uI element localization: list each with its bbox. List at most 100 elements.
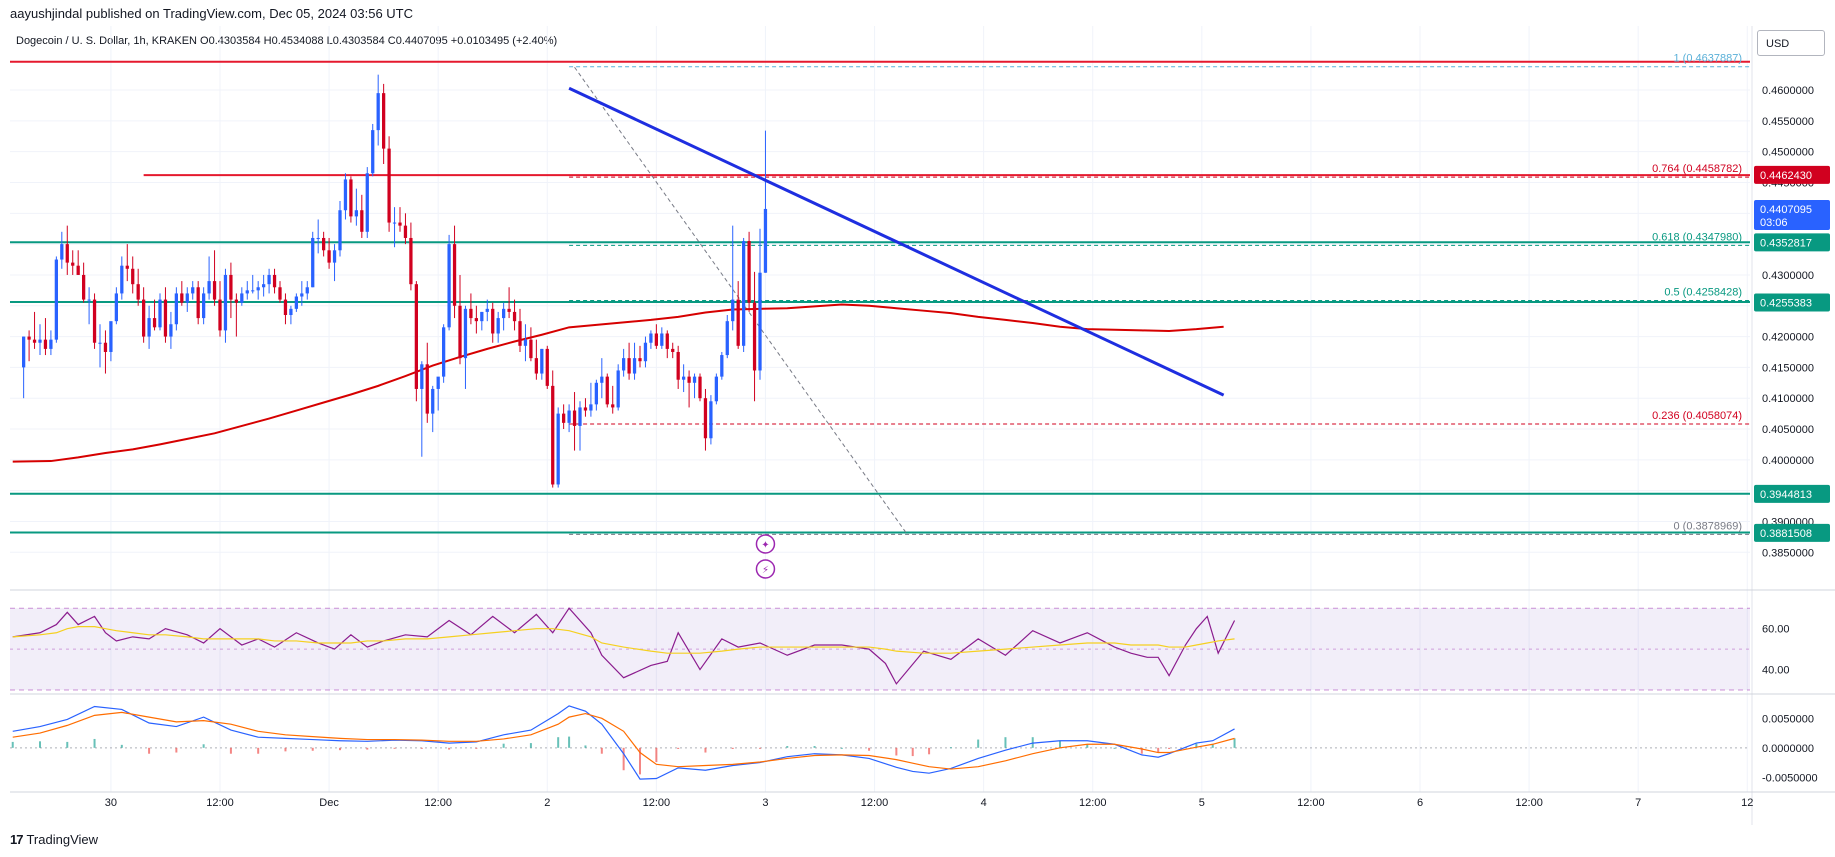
candle-body bbox=[202, 293, 206, 319]
candle-body bbox=[420, 364, 424, 389]
price-label-box bbox=[1754, 523, 1830, 542]
macd-histogram-bar bbox=[584, 745, 587, 748]
candle-body bbox=[556, 413, 560, 485]
candle-body bbox=[98, 342, 102, 344]
lightning-event-icon-ring bbox=[755, 559, 776, 579]
macd-histogram-bar bbox=[175, 747, 178, 753]
fib-level-label: 0.618 (0.4347980) bbox=[1652, 231, 1742, 243]
candle-body bbox=[300, 293, 304, 297]
candle-body bbox=[142, 299, 146, 337]
candle-body bbox=[551, 385, 555, 485]
chart-icons: ✦⚡ bbox=[755, 534, 776, 579]
x-tick-label: 6 bbox=[1417, 797, 1423, 809]
descending-trendline bbox=[568, 86, 1225, 397]
candle-body bbox=[649, 333, 653, 343]
candle-body bbox=[212, 281, 217, 300]
candle-body bbox=[436, 376, 440, 389]
macd-histogram-bar bbox=[600, 747, 603, 754]
candle-body bbox=[463, 308, 468, 359]
macd-histogram-bar bbox=[677, 747, 680, 749]
rsi-line bbox=[12, 607, 1236, 685]
candle-body bbox=[267, 274, 271, 285]
tradingview-logo[interactable]: 17 TradingView bbox=[10, 832, 98, 847]
macd-histogram-bar bbox=[502, 743, 505, 748]
macd-histogram-bar bbox=[786, 746, 789, 748]
candle-body bbox=[371, 130, 375, 174]
x-tick-label: 12:00 bbox=[1079, 797, 1107, 809]
candle-body bbox=[731, 299, 735, 322]
symbol-ohlc-legend: Dogecoin / U. S. Dollar, 1h, KRAKEN O0.4… bbox=[16, 35, 557, 47]
candle-body bbox=[403, 225, 408, 238]
macd-histogram-bar bbox=[731, 747, 734, 749]
x-tick-label: 12:00 bbox=[643, 797, 671, 809]
macd-histogram-bar bbox=[1113, 747, 1116, 749]
candle-body bbox=[545, 348, 549, 386]
macd-histogram-bar bbox=[1004, 737, 1007, 748]
macd-tick-label: -0.0050000 bbox=[1762, 772, 1818, 784]
y-tick-label: 0.4000000 bbox=[1762, 455, 1814, 467]
currency-selector[interactable]: USD bbox=[1757, 30, 1825, 56]
y-tick-label: 0.4550000 bbox=[1762, 116, 1814, 128]
macd-histogram-bar bbox=[393, 747, 396, 749]
tradingview-logo-icon: 17 bbox=[10, 832, 24, 847]
candle-body bbox=[692, 376, 697, 383]
y-tick-label: 0.4150000 bbox=[1762, 362, 1814, 374]
candle-body bbox=[207, 281, 211, 294]
candle-body bbox=[114, 293, 118, 322]
y-tick-label: 0.4500000 bbox=[1762, 147, 1814, 159]
macd-histogram-bar bbox=[339, 747, 341, 751]
candle-body bbox=[622, 358, 626, 371]
fib-level-label: 0 (0.3878969) bbox=[1674, 520, 1743, 532]
macd-histogram-bar bbox=[1168, 747, 1171, 749]
candle-body bbox=[458, 305, 462, 359]
candle-body bbox=[82, 274, 86, 300]
candle-body bbox=[611, 404, 615, 408]
candle-body bbox=[360, 210, 364, 232]
candle-body bbox=[103, 342, 108, 352]
y-tick-label: 0.4600000 bbox=[1762, 85, 1814, 97]
candle-body bbox=[365, 173, 369, 232]
ohlc-values: O0.4303584 H0.4534088 L0.4303584 C0.4407… bbox=[200, 35, 558, 47]
candle-body bbox=[120, 265, 124, 294]
candle-body bbox=[43, 339, 48, 349]
rsi-band-fill bbox=[10, 608, 1750, 690]
candle-body bbox=[92, 299, 97, 343]
macd-histogram-bar bbox=[284, 747, 287, 752]
macd-histogram-bar bbox=[420, 747, 423, 749]
moving-average-line bbox=[12, 303, 1224, 463]
macd-tick-label: 0.0050000 bbox=[1762, 713, 1814, 725]
candle-body bbox=[496, 318, 500, 334]
candle-body bbox=[76, 265, 80, 275]
macd-histogram-bar bbox=[1157, 747, 1160, 753]
candle-body bbox=[382, 93, 386, 149]
macd-histogram-bar bbox=[840, 747, 843, 749]
x-tick-label: 5 bbox=[1199, 797, 1205, 809]
x-tick-label: 12:00 bbox=[206, 797, 234, 809]
macd-histogram-bar bbox=[568, 736, 571, 748]
candle-body bbox=[191, 287, 195, 294]
candle-body bbox=[174, 293, 178, 325]
price-label-text: 0.4255383 bbox=[1760, 297, 1812, 309]
trendline bbox=[568, 86, 1225, 397]
fib-level-label: 1 (0.4637887) bbox=[1674, 53, 1743, 65]
candle-body bbox=[262, 284, 266, 288]
rsi-tick-label: 40.00 bbox=[1762, 665, 1790, 677]
macd-histogram-bar bbox=[1140, 747, 1143, 754]
price-label-text: 0.4462430 bbox=[1760, 170, 1812, 182]
candle-body bbox=[169, 324, 173, 337]
rsi-pane bbox=[12, 607, 1236, 685]
candle-body bbox=[709, 401, 713, 439]
candle-body bbox=[180, 293, 184, 303]
candle-body bbox=[687, 376, 691, 383]
candle-body bbox=[272, 274, 277, 288]
macd-histogram-bar bbox=[759, 747, 761, 749]
candle-body bbox=[600, 376, 604, 383]
candle-body bbox=[534, 358, 538, 374]
candle-body bbox=[316, 237, 320, 239]
macd-histogram-bar bbox=[202, 744, 205, 748]
candle-body bbox=[392, 222, 397, 224]
fib-level-label: 0.764 (0.4458782) bbox=[1652, 163, 1742, 175]
candle-body bbox=[562, 413, 566, 423]
